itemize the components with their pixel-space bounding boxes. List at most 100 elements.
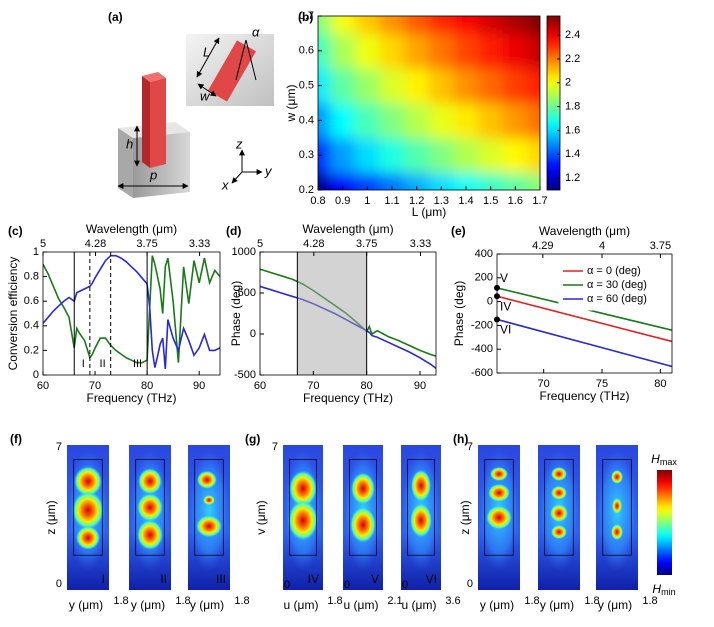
x-axis-label: Frequency (THz)	[86, 391, 176, 405]
heat-cell	[503, 137, 529, 174]
x-tick-label: 1.3	[434, 195, 449, 207]
field-map	[538, 445, 580, 590]
heat-cell	[318, 103, 331, 139]
heat-cell	[355, 172, 381, 190]
field-hotspot	[612, 497, 622, 514]
field-hotspot	[611, 524, 623, 540]
plot-frame	[317, 15, 541, 191]
field-hotspot	[410, 503, 432, 538]
x-tick-label: 90	[414, 380, 426, 392]
y-tick-label: 0.6	[299, 45, 314, 57]
x-axis-label: Frequency (THz)	[539, 389, 629, 403]
x2-axis-label: Wavelength (μm)	[86, 222, 177, 236]
heat-cell	[379, 33, 405, 69]
point-label: V	[500, 271, 508, 285]
map-tag: VI	[426, 572, 437, 586]
heat-cell	[478, 103, 504, 139]
x-tick-label: 1.8	[524, 595, 539, 607]
axis-z-label: z	[235, 136, 243, 151]
x-axis-label: u (μm)	[344, 598, 379, 612]
plot-frame	[259, 251, 437, 376]
x-tick-label: 2.1	[387, 595, 402, 607]
angle-line	[235, 39, 247, 81]
y-tick-label: 0.2	[299, 184, 314, 196]
width-label: w	[200, 88, 211, 103]
field-hotspot	[490, 467, 508, 481]
heat-cell	[330, 137, 356, 174]
point-label: VI	[500, 323, 511, 337]
heat-cell	[330, 68, 356, 104]
x-tick-label: 70	[307, 380, 319, 392]
x-tick-label: 0.9	[335, 195, 350, 207]
x-tick-label: 1.8	[584, 595, 599, 607]
length-label: L	[203, 44, 210, 59]
line-series	[43, 254, 220, 369]
y-tick-label: 1	[33, 246, 39, 258]
pillar-outline	[484, 459, 514, 556]
field-hotspot	[411, 469, 431, 502]
x-tick-label: 3.6	[445, 595, 460, 607]
x-tick-label: 60	[254, 380, 266, 392]
heat-cell	[318, 16, 331, 34]
field-hotspot	[288, 500, 318, 541]
field-hotspot	[488, 483, 510, 502]
y-tick-label: -500	[234, 369, 256, 381]
y-tick-label: 0.3	[299, 149, 314, 161]
angle-line	[245, 39, 257, 81]
field-hotspot	[203, 495, 215, 506]
angle-label: α	[252, 24, 260, 39]
axis-y-label: y	[264, 163, 273, 178]
x-axis-label: y (μm)	[480, 598, 514, 612]
heat-cell	[478, 68, 504, 104]
heat-cell	[355, 137, 381, 174]
map-halo	[188, 449, 230, 572]
heatmap-cells	[318, 16, 540, 190]
map-tag: IV	[308, 572, 319, 586]
y-tick-label: 7	[56, 441, 62, 453]
heat-cell	[404, 172, 430, 190]
panel-label: (b)	[298, 10, 313, 24]
y-tick-label: 0	[467, 578, 473, 590]
x2-tick-label: 3.75	[356, 238, 377, 250]
field-hotspot	[196, 515, 222, 538]
marker-label: I	[82, 358, 85, 370]
y-tick-label: 0	[56, 578, 62, 590]
y-axis-label: Conversion efficiency	[6, 257, 20, 371]
heat-cell	[404, 16, 430, 34]
axis-x	[231, 171, 243, 184]
x2-tick-label: 4	[599, 240, 605, 252]
x-tick-label: 70	[538, 378, 550, 390]
panel-label: (g)	[245, 432, 260, 446]
line-series	[497, 318, 672, 368]
field-colorbar	[657, 470, 672, 575]
map-tag: III	[216, 572, 226, 586]
heat-cell	[527, 68, 540, 104]
panel-label: (e)	[451, 224, 466, 238]
heat-cell	[404, 103, 430, 139]
legend-label: α = 0 (deg)	[587, 265, 641, 277]
field-hotspot	[74, 466, 102, 497]
heat-cell	[379, 172, 405, 190]
heat-cell	[503, 172, 529, 190]
point	[494, 316, 500, 323]
x2-tick-label: 3.33	[410, 238, 431, 250]
base-side	[118, 128, 133, 198]
marker-label: III	[133, 358, 142, 370]
heatmap	[318, 16, 540, 190]
legend-label: α = 60 (deg)	[587, 293, 647, 305]
map-tag: II	[160, 572, 167, 586]
pillar-outline	[289, 459, 317, 556]
x-axis-label: u (μm)	[402, 598, 437, 612]
colorbar-tick-label: 2.2	[565, 53, 580, 65]
x-tick-label: 0	[344, 579, 350, 591]
heat-cell	[453, 33, 479, 69]
y-tick-label: 7	[272, 441, 278, 453]
field-hotspot	[289, 470, 317, 507]
field-hotspot	[137, 519, 163, 550]
field-hotspot	[611, 469, 623, 484]
inset-pillar	[207, 40, 257, 102]
heat-cell	[318, 33, 331, 69]
x-tick-label: 1.8	[327, 595, 342, 607]
legend-label: α = 30 (deg)	[587, 279, 647, 291]
